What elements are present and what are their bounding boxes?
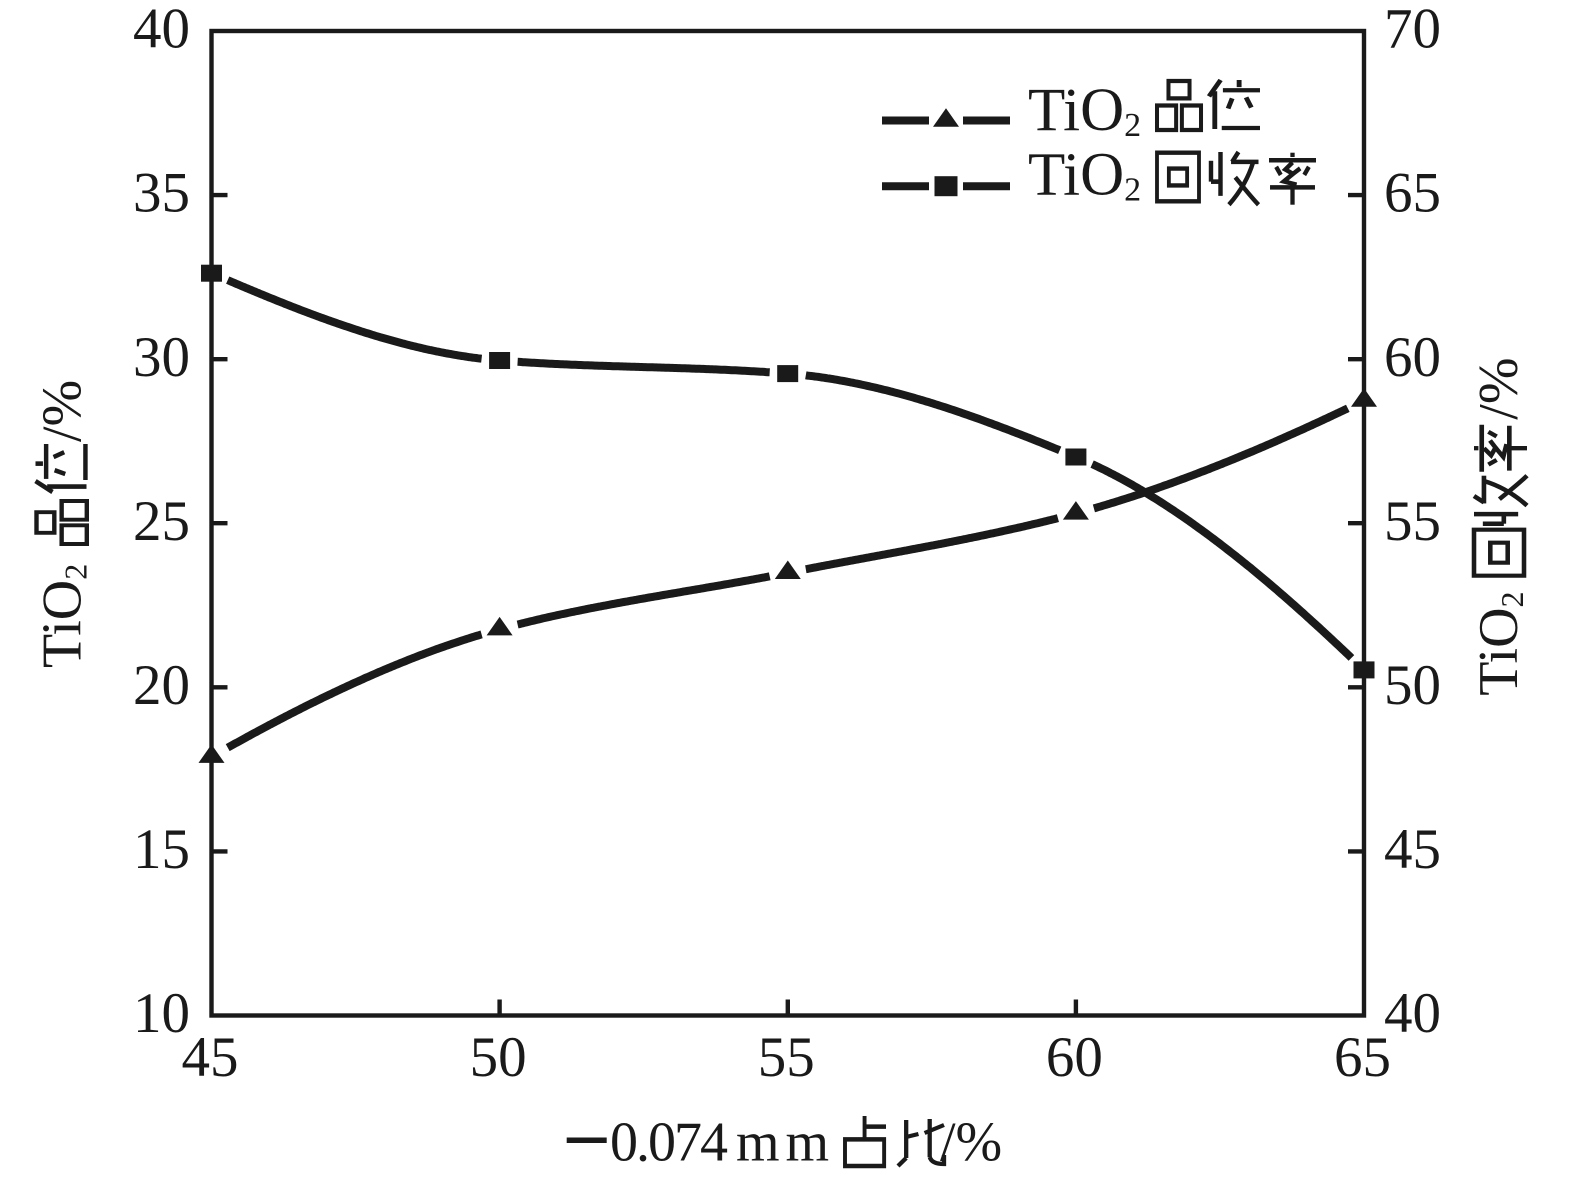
svg-text:/%: /% — [940, 1112, 1002, 1174]
svg-text:25: 25 — [133, 490, 190, 553]
svg-text:35: 35 — [133, 162, 190, 225]
svg-text:TiO2: TiO2 — [32, 564, 94, 668]
svg-text:60: 60 — [1046, 1026, 1103, 1089]
svg-text:65: 65 — [1334, 1026, 1391, 1089]
svg-text:50: 50 — [470, 1026, 527, 1089]
svg-text:TiO2: TiO2 — [1028, 77, 1141, 144]
svg-text:TiO2: TiO2 — [1028, 142, 1141, 209]
svg-text:70: 70 — [1384, 0, 1441, 61]
svg-text:65: 65 — [1384, 162, 1441, 225]
svg-text:40: 40 — [133, 0, 190, 61]
svg-text:45: 45 — [182, 1026, 239, 1089]
svg-text:/%: /% — [1468, 357, 1530, 419]
svg-text:50: 50 — [1384, 654, 1441, 717]
svg-text:40: 40 — [1384, 982, 1441, 1045]
svg-text:10: 10 — [133, 982, 190, 1045]
svg-text:mm: mm — [736, 1112, 835, 1174]
svg-text:55: 55 — [1384, 490, 1441, 553]
svg-text:15: 15 — [133, 818, 190, 881]
svg-text:55: 55 — [758, 1026, 815, 1089]
svg-text:20: 20 — [133, 654, 190, 717]
svg-text:60: 60 — [1384, 326, 1441, 389]
svg-text:45: 45 — [1384, 818, 1441, 881]
svg-text:TiO2: TiO2 — [1468, 591, 1530, 695]
svg-text:/%: /% — [32, 380, 94, 442]
svg-text:0.074: 0.074 — [610, 1112, 728, 1174]
svg-text:30: 30 — [133, 326, 190, 389]
